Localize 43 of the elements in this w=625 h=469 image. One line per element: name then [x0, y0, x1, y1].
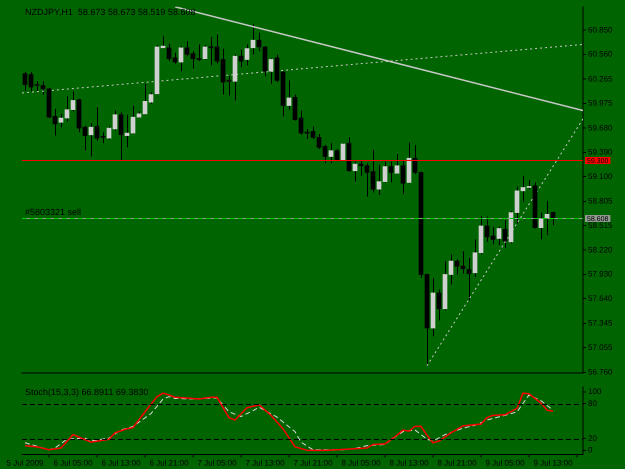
y-tick-label: 58.515 — [588, 220, 614, 230]
x-tick-label: 7 Jul 21:00 — [293, 458, 334, 468]
y-tick-label: 60.850 — [588, 25, 614, 34]
x-tick-label: 6 Jul 05:00 — [53, 458, 94, 468]
y-tick-label: 57.345 — [588, 318, 614, 328]
candlestick — [388, 161, 394, 183]
x-tick-label: 7 Jul 13:00 — [245, 458, 286, 468]
x-tick-label: 9 Jul 05:00 — [485, 458, 526, 468]
candlestick — [238, 48, 244, 68]
y-tick-label: 59.680 — [588, 123, 614, 132]
y-tick-label: 100 — [588, 387, 602, 396]
ref-line-label: #5803321 sell — [25, 206, 82, 217]
y-tick-label: 0 — [588, 446, 593, 455]
y-tick-label: 80 — [588, 398, 598, 408]
y-tick-label: 20 — [588, 434, 598, 443]
candlestick — [400, 159, 406, 195]
x-tick-label: 8 Jul 13:00 — [389, 458, 430, 468]
candlestick — [334, 148, 340, 162]
y-tick-label: 59.975 — [588, 98, 614, 108]
candlestick — [118, 112, 124, 160]
x-tick-label: 8 Jul 21:00 — [437, 458, 478, 468]
y-tick-label: 58.805 — [588, 196, 614, 206]
y-tick-label: 59.390 — [588, 148, 614, 157]
x-tick-label: 6 Jul 21:00 — [149, 458, 190, 468]
x-tick-label: 6 Jul 13:00 — [101, 458, 142, 468]
y-tick-label: 56.760 — [588, 368, 614, 377]
y-tick-label: 57.640 — [588, 294, 614, 303]
chart-title: Stoch(15,3,3) 66.8911 69.3830 — [25, 386, 148, 397]
x-tick-label: 9 Jul 13:00 — [533, 458, 574, 468]
candlestick — [436, 289, 442, 321]
candlestick — [550, 212, 556, 226]
chart-title: NZDJPY,H1 58.673 58.673 58.519 58.608 — [25, 6, 196, 17]
y-tick-label: 58.220 — [588, 245, 614, 254]
y-tick-label: 60.265 — [588, 74, 614, 84]
x-tick-label: 7 Jul 05:00 — [197, 458, 238, 468]
x-tick-label: 8 Jul 05:00 — [341, 458, 382, 468]
y-tick-label: 59.100 — [588, 172, 614, 181]
candlestick — [502, 220, 508, 248]
y-tick-label: 60.560 — [588, 50, 614, 59]
y-tick-label: 57.930 — [588, 270, 614, 279]
y-tick-label: 57.055 — [588, 342, 614, 352]
x-tick-label: 5 Jul 2009 — [6, 458, 44, 468]
candlestick — [466, 257, 472, 301]
